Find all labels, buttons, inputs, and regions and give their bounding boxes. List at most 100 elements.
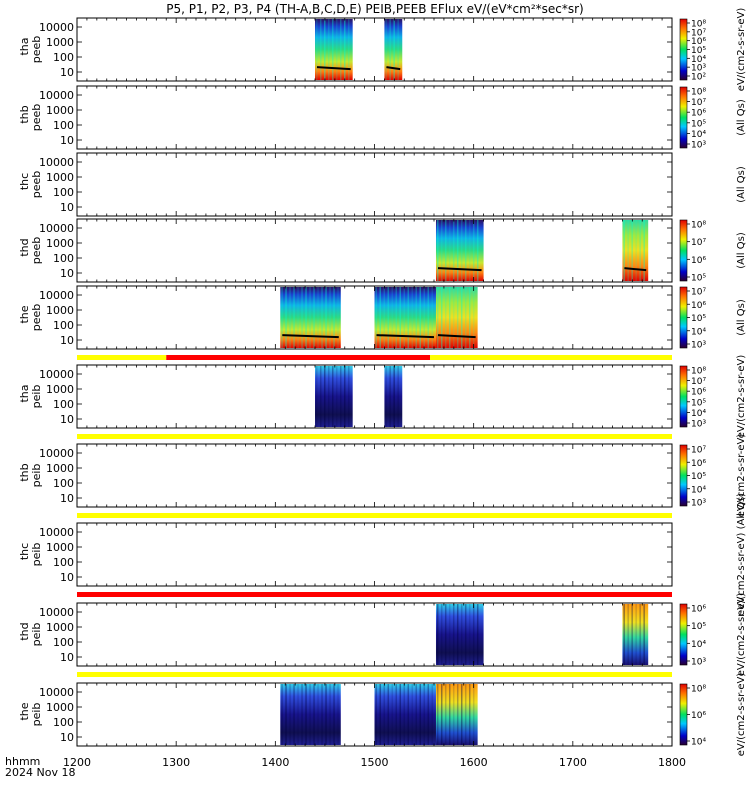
colorbar-tick-label: 10⁶	[691, 256, 706, 266]
data-streak	[472, 220, 475, 281]
panel-frame	[76, 152, 673, 217]
colorbar-tick-label: 10⁵	[691, 274, 706, 284]
x-tick-label: 1500	[361, 756, 389, 769]
data-streak	[293, 287, 295, 348]
data-streak	[333, 287, 335, 348]
potential-trace	[386, 66, 401, 71]
data-streak	[337, 287, 339, 348]
colorbar-tick-label: 10⁵	[691, 472, 706, 482]
data-streak	[297, 684, 299, 745]
data-streak	[403, 684, 405, 745]
panel-species-label: peib	[30, 543, 43, 567]
data-streak	[316, 19, 318, 80]
data-streak	[456, 220, 459, 281]
data-streak	[393, 19, 395, 80]
data-block	[435, 684, 478, 745]
data-streak	[444, 287, 447, 348]
panel-frame	[76, 522, 673, 587]
data-streak	[627, 604, 629, 665]
data-streak	[340, 366, 342, 427]
x-tick-label: 1700	[559, 756, 587, 769]
data-streak	[391, 287, 393, 348]
y-tick-label: 10	[60, 134, 74, 147]
panel-species-label: peeb	[30, 304, 43, 332]
data-streak	[468, 220, 471, 281]
colorbar-tick-label: 10⁵	[691, 398, 706, 408]
data-block	[384, 19, 403, 80]
y-tick-label: 100	[53, 636, 74, 649]
data-streak	[301, 684, 303, 745]
data-streak	[329, 684, 331, 745]
x-tick-label: 1800	[658, 756, 686, 769]
colorbar-tick-label: 10³	[691, 499, 706, 509]
data-streak	[452, 604, 455, 665]
data-streak	[631, 220, 633, 281]
data-streak	[321, 287, 323, 348]
colorbar	[679, 444, 688, 507]
data-streak	[448, 287, 451, 348]
colorbar-label: eV/(cm2-s-sr-eV)	[736, 8, 747, 92]
colorbar-tick-label: 10⁸	[691, 88, 706, 98]
panel-species-label: peeb	[30, 171, 43, 199]
data-streak	[399, 287, 401, 348]
data-streak	[448, 604, 451, 665]
data-streak	[383, 287, 385, 348]
panel-probe-label: thd	[18, 622, 31, 640]
y-tick-label: 1000	[46, 462, 74, 475]
data-streak	[468, 684, 471, 745]
data-streak	[472, 604, 475, 665]
panel-frame	[76, 602, 673, 667]
panel-frame	[76, 364, 673, 429]
data-streak	[472, 287, 475, 348]
data-streak	[317, 684, 319, 745]
colorbar-label: eV/(cm2-s-sr-eV)	[736, 673, 747, 757]
data-streak	[452, 220, 455, 281]
y-tick-label: 1000	[46, 621, 74, 634]
data-streak	[456, 287, 459, 348]
data-streak	[436, 684, 439, 745]
panel-the-peib: 10000 1000 100 10 the peib 10⁸ 10⁶ 10⁴ eV/(cm2-s-…	[18, 673, 747, 757]
panel-probe-label: tha	[18, 37, 31, 55]
panel-thd-peeb: 10000 1000 100 10 thd peeb 10⁸ 10⁷ 10⁶ 10⁵ (All Qs…	[18, 218, 747, 284]
data-streak	[313, 684, 315, 745]
y-tick-label: 1000	[46, 383, 74, 396]
colorbar-label: eV/(cm2-s-sr-eV)	[736, 355, 747, 439]
panel-probe-label: thc	[18, 173, 31, 190]
colorbar-tick-label: 10⁶	[691, 711, 706, 721]
data-streak	[324, 366, 326, 427]
data-streak	[309, 287, 311, 348]
y-tick-label: 1000	[46, 304, 74, 317]
data-streak	[635, 220, 637, 281]
y-tick-label: 100	[53, 186, 74, 199]
data-streak	[436, 287, 439, 348]
data-streak	[639, 220, 641, 281]
colorbar-tick-label: 10⁷	[691, 377, 706, 387]
data-streak	[456, 604, 459, 665]
data-streak	[321, 684, 323, 745]
panel-frame	[76, 17, 673, 82]
colorbar-label: (All Qs)	[736, 299, 747, 336]
data-streak	[431, 684, 433, 745]
colorbar-tick-label: 10⁵	[691, 314, 706, 324]
data-streak	[444, 604, 447, 665]
x-axis-label-line2: 2024 Nov 18	[5, 766, 75, 779]
status-bar-segment	[77, 513, 672, 518]
y-tick-label: 10	[60, 571, 74, 584]
data-streak	[289, 287, 291, 348]
panel-species-label: peib	[30, 464, 43, 488]
data-streak	[336, 366, 338, 427]
data-streak	[395, 684, 397, 745]
data-streak	[460, 287, 463, 348]
data-streak	[411, 287, 413, 348]
y-tick-label: 10000	[39, 447, 74, 460]
data-streak	[419, 684, 421, 745]
y-tick-label: 10000	[39, 526, 74, 539]
y-tick-label: 100	[53, 398, 74, 411]
colorbar-tick-label: 10⁶	[691, 301, 706, 311]
x-axis-label-line1: hhmm	[5, 755, 40, 768]
data-streak	[375, 684, 377, 745]
data-streak	[423, 684, 425, 745]
data-streak	[328, 19, 330, 80]
data-streak	[623, 604, 625, 665]
